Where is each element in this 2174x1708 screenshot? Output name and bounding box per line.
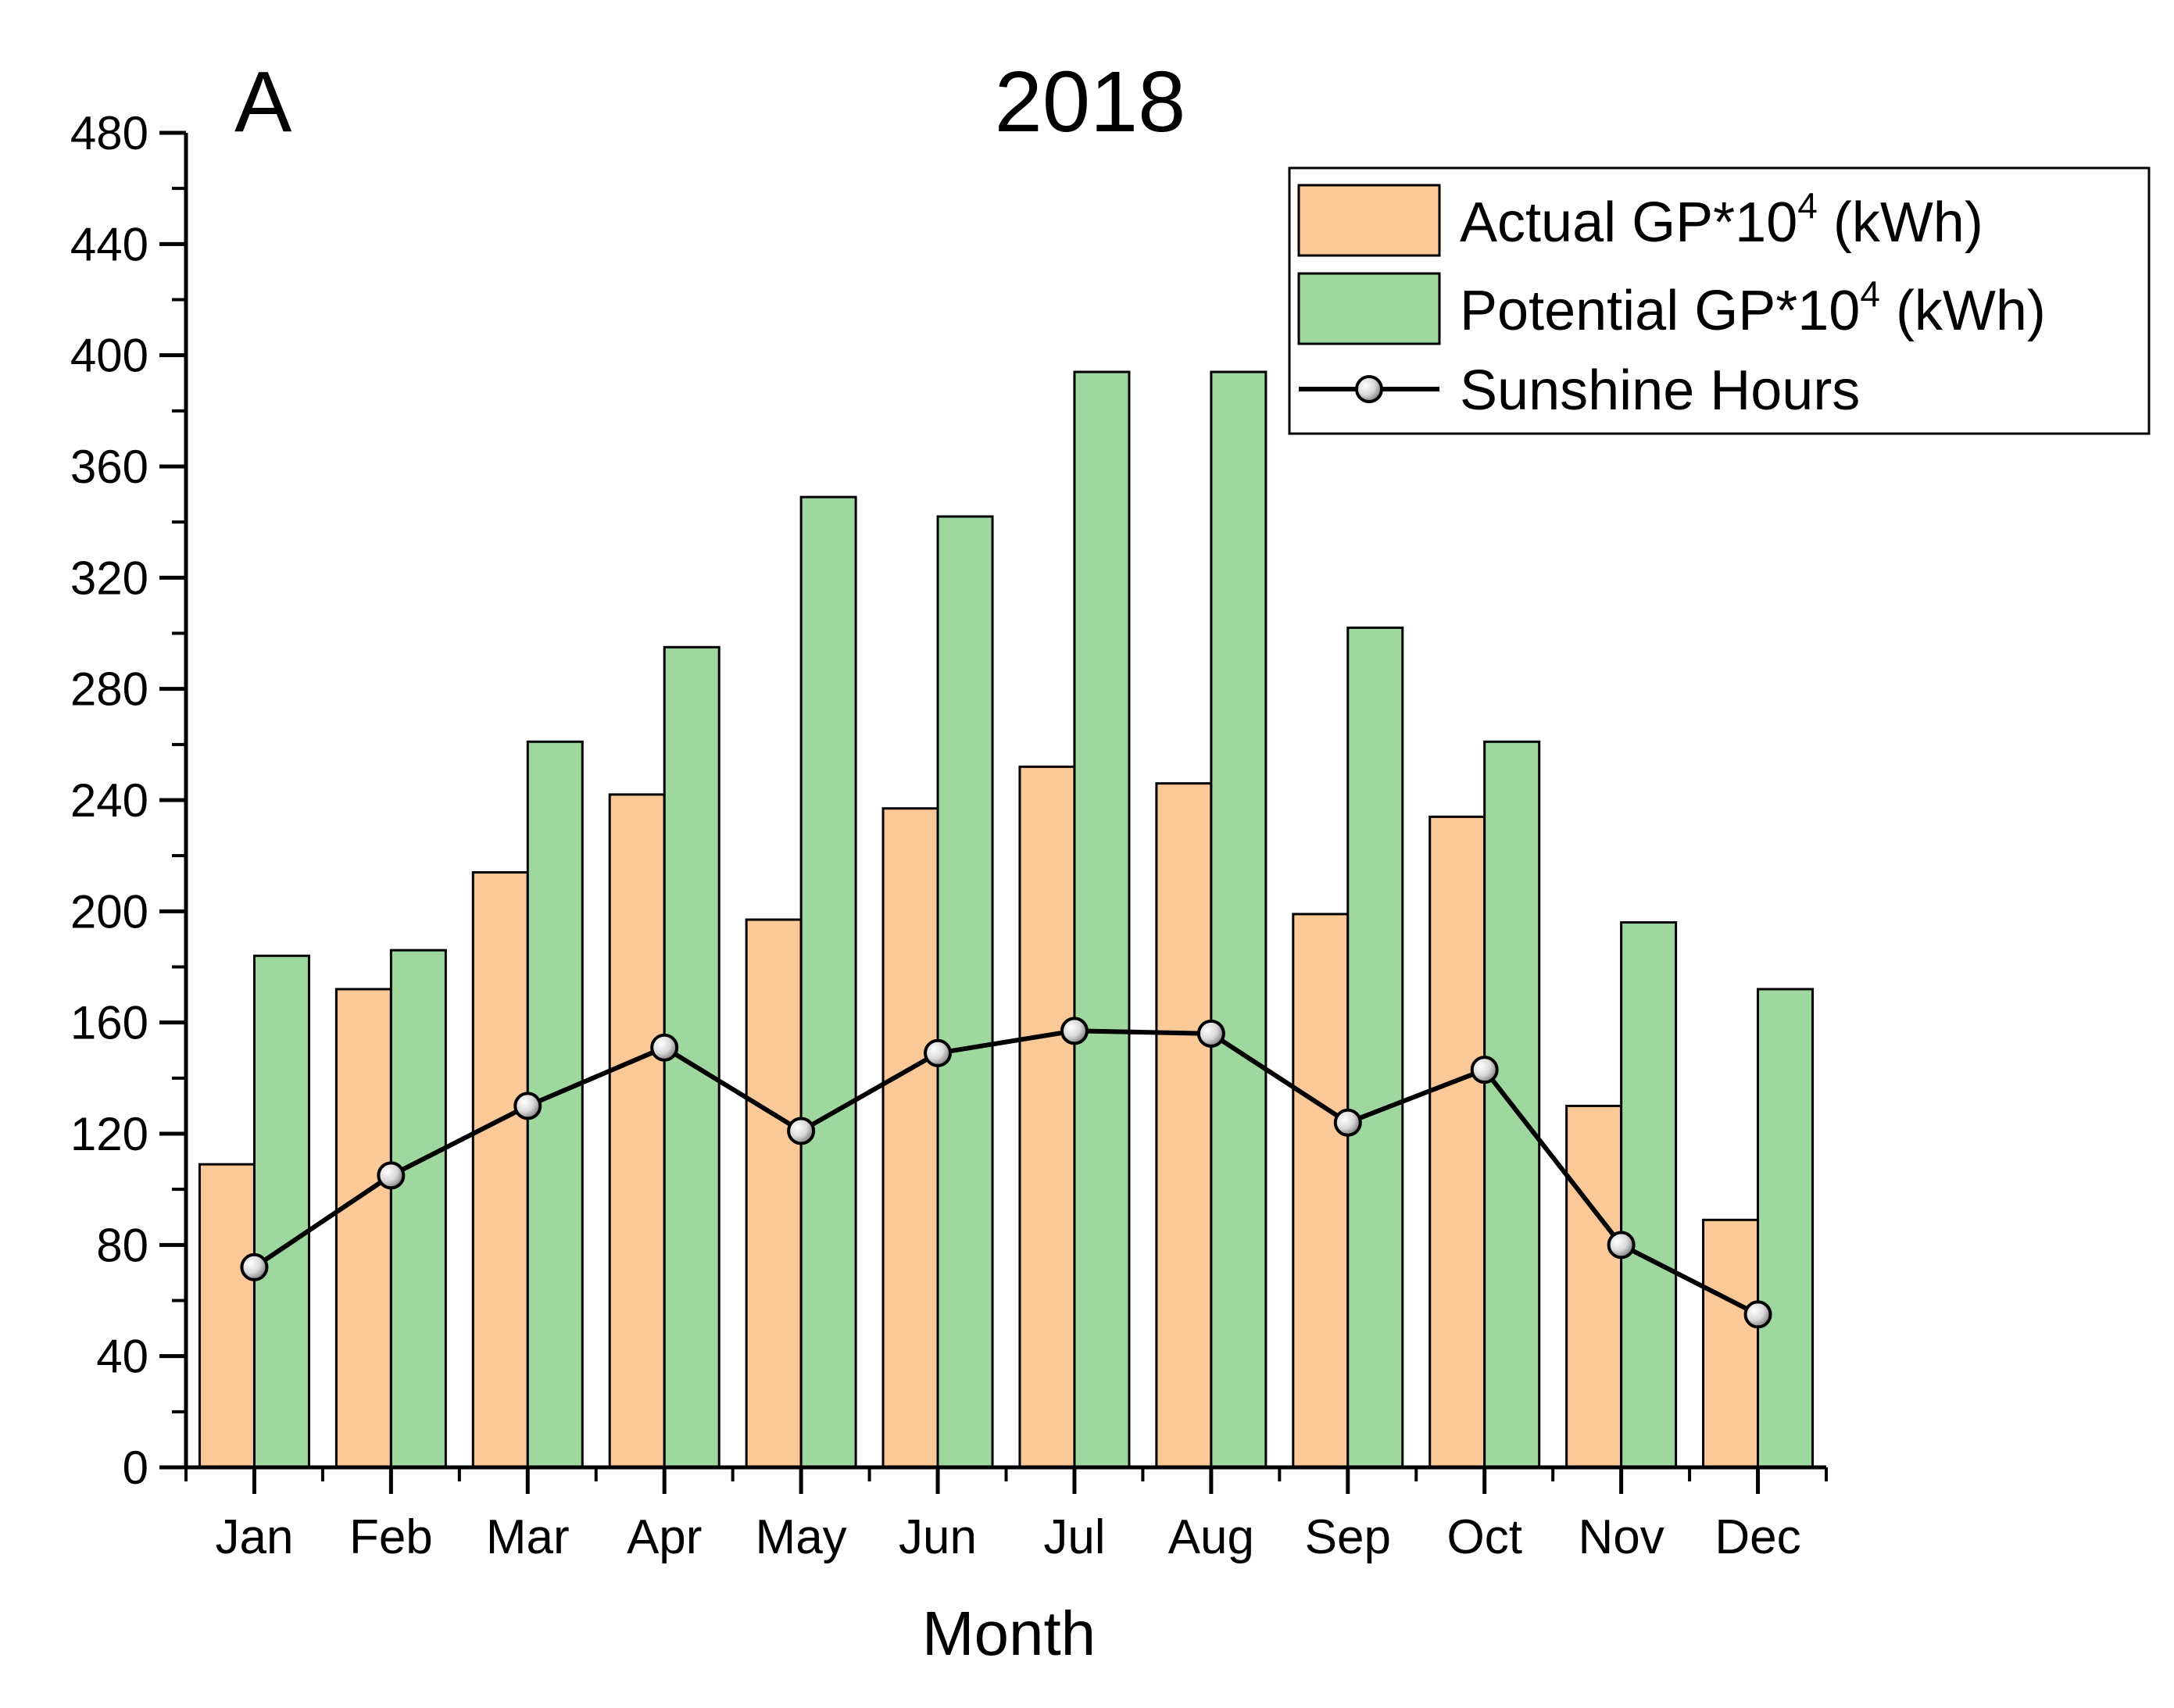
x-tick-label-mar: Mar — [486, 1510, 570, 1564]
chart-title: 2018 — [995, 54, 1186, 150]
bar-actual-aug — [1155, 782, 1213, 1469]
sunshine-point-aug — [1196, 1019, 1225, 1048]
bar-actual-jul — [1018, 765, 1076, 1469]
bar-potential-jul — [1073, 370, 1131, 1469]
x-tick-label-feb: Feb — [349, 1510, 433, 1564]
bar-actual-oct — [1428, 815, 1486, 1469]
bar-potential-dec — [1757, 988, 1815, 1469]
x-tick-label-apr: Apr — [627, 1510, 702, 1564]
bar-actual-may — [745, 918, 803, 1469]
x-tick-label-jul: Jul — [1043, 1510, 1105, 1564]
legend-sunshine-marker — [1355, 375, 1383, 403]
bar-actual-jan — [198, 1163, 256, 1469]
x-tick-label-may: May — [756, 1510, 847, 1564]
sunshine-point-feb — [377, 1161, 406, 1190]
y-tick-label: 240 — [70, 774, 148, 827]
x-tick-label-oct: Oct — [1446, 1510, 1521, 1564]
y-tick-label: 400 — [70, 330, 148, 382]
x-tick-label-sep: Sep — [1305, 1510, 1391, 1564]
sunshine-point-oct — [1470, 1056, 1499, 1084]
sunshine-hours-polyline — [252, 1028, 1759, 1317]
x-tick-label-jan: Jan — [215, 1510, 293, 1564]
sunshine-point-jun — [924, 1038, 953, 1067]
bars — [198, 370, 1815, 1469]
bar-actual-mar — [471, 871, 529, 1469]
legend-actual-swatch — [1297, 184, 1441, 257]
x-axis-title: Month — [922, 1599, 1096, 1668]
bar-potential-sep — [1346, 626, 1404, 1469]
y-tick-label: 360 — [70, 441, 148, 493]
y-tick-label: 40 — [96, 1331, 148, 1383]
y-tick-label: 80 — [96, 1219, 148, 1271]
x-tick-label-jun: Jun — [899, 1510, 977, 1564]
y-tick-label: 0 — [123, 1442, 148, 1494]
sunshine-point-apr — [650, 1033, 679, 1062]
y-tick-label: 320 — [70, 552, 148, 604]
bar-actual-feb — [334, 988, 392, 1469]
x-tick-label-nov: Nov — [1578, 1510, 1664, 1564]
bar-actual-jun — [881, 807, 939, 1469]
bar-potential-aug — [1210, 370, 1268, 1469]
y-tick-label: 160 — [70, 997, 148, 1049]
y-tick-label: 280 — [70, 663, 148, 716]
sunshine-point-dec — [1743, 1300, 1772, 1329]
x-tick-label-aug: Aug — [1168, 1510, 1254, 1564]
y-tick-label: 480 — [70, 107, 148, 159]
panel-label: A — [234, 54, 292, 150]
sunshine-line — [240, 1017, 1772, 1329]
sunshine-point-jul — [1060, 1017, 1089, 1045]
bar-potential-may — [799, 495, 857, 1469]
sunshine-point-may — [787, 1117, 816, 1145]
bar-actual-nov — [1565, 1104, 1623, 1469]
y-tick-label: 120 — [70, 1108, 148, 1160]
x-tick-label-dec: Dec — [1715, 1510, 1800, 1564]
sunshine-point-sep — [1333, 1108, 1362, 1137]
bar-actual-sep — [1292, 913, 1350, 1469]
bar-potential-jan — [252, 954, 310, 1469]
legend-potential-swatch — [1297, 272, 1441, 345]
bar-actual-apr — [608, 793, 666, 1469]
sunshine-point-mar — [513, 1092, 542, 1120]
bar-potential-nov — [1620, 921, 1678, 1469]
y-tick-label: 440 — [70, 218, 148, 270]
legend-actual-label: Actual GP*104 (kWh) — [1460, 185, 1983, 254]
y-tick-label: 200 — [70, 885, 148, 938]
axes: 0 40 80 120 160 200 240 280 320 360 400 440 480 Jan Fe… — [70, 107, 1828, 1564]
sunshine-point-nov — [1607, 1231, 1636, 1260]
bar-actual-dec — [1702, 1218, 1760, 1469]
legend-sunshine-label: Sunshine Hours — [1460, 359, 1860, 422]
sunshine-point-jan — [240, 1252, 269, 1281]
legend: Actual GP*104 (kWh) Potential GP*104 (kWh… — [1288, 166, 2151, 435]
legend-potential-label: Potential GP*104 (kWh) — [1460, 273, 2046, 342]
bar-potential-feb — [389, 949, 447, 1469]
bar-potential-jun — [936, 515, 994, 1469]
